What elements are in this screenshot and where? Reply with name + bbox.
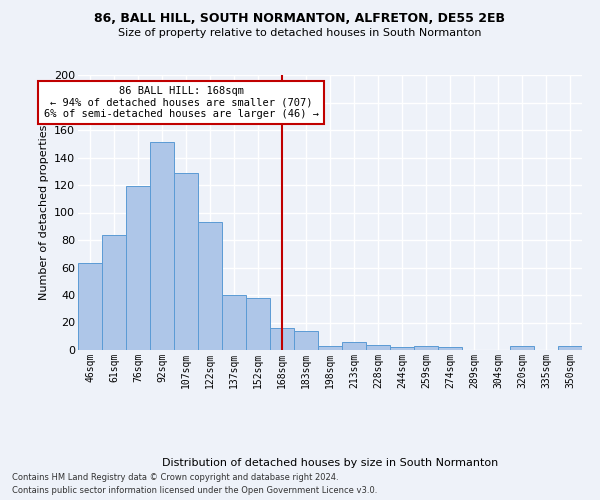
Bar: [294, 331, 318, 350]
Text: 86, BALL HILL, SOUTH NORMANTON, ALFRETON, DE55 2EB: 86, BALL HILL, SOUTH NORMANTON, ALFRETON…: [95, 12, 505, 26]
Bar: [438, 348, 462, 350]
Bar: [390, 348, 414, 350]
Bar: [510, 346, 534, 350]
Bar: [174, 172, 198, 350]
Bar: [222, 295, 246, 350]
Bar: [342, 342, 366, 350]
Bar: [366, 344, 390, 350]
Bar: [318, 346, 342, 350]
Bar: [150, 142, 174, 350]
Text: 86 BALL HILL: 168sqm
← 94% of detached houses are smaller (707)
6% of semi-detac: 86 BALL HILL: 168sqm ← 94% of detached h…: [44, 86, 319, 119]
Text: Size of property relative to detached houses in South Normanton: Size of property relative to detached ho…: [118, 28, 482, 38]
Text: Contains HM Land Registry data © Crown copyright and database right 2024.: Contains HM Land Registry data © Crown c…: [12, 472, 338, 482]
Bar: [246, 298, 270, 350]
Y-axis label: Number of detached properties: Number of detached properties: [38, 125, 49, 300]
Bar: [270, 328, 294, 350]
Bar: [414, 346, 438, 350]
Bar: [126, 186, 150, 350]
Text: Contains public sector information licensed under the Open Government Licence v3: Contains public sector information licen…: [12, 486, 377, 495]
Bar: [558, 346, 582, 350]
Bar: [102, 234, 126, 350]
Text: Distribution of detached houses by size in South Normanton: Distribution of detached houses by size …: [162, 458, 498, 468]
Bar: [78, 264, 102, 350]
Bar: [198, 222, 222, 350]
